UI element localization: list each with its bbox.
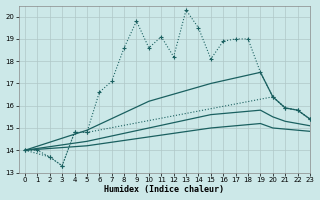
X-axis label: Humidex (Indice chaleur): Humidex (Indice chaleur) xyxy=(104,185,224,194)
